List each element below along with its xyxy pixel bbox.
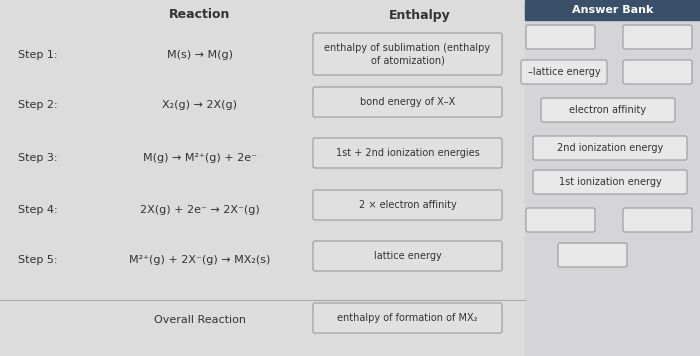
FancyBboxPatch shape [313, 190, 502, 220]
Text: M(g) → M²⁺(g) + 2e⁻: M(g) → M²⁺(g) + 2e⁻ [143, 153, 257, 163]
FancyBboxPatch shape [526, 25, 595, 49]
Text: electron affinity: electron affinity [569, 105, 647, 115]
Text: enthalpy of sublimation (enthalpy
of atomization): enthalpy of sublimation (enthalpy of ato… [324, 43, 491, 65]
Text: enthalpy of formation of MX₂: enthalpy of formation of MX₂ [337, 313, 477, 323]
Text: –lattice energy: –lattice energy [528, 67, 601, 77]
FancyBboxPatch shape [533, 136, 687, 160]
Text: Reaction: Reaction [169, 9, 231, 21]
Text: X₂(g) → 2X(g): X₂(g) → 2X(g) [162, 100, 237, 110]
FancyBboxPatch shape [623, 208, 692, 232]
Text: 1st + 2nd ionization energies: 1st + 2nd ionization energies [335, 148, 480, 158]
Text: Answer Bank: Answer Bank [572, 5, 653, 15]
Text: lattice energy: lattice energy [374, 251, 442, 261]
Text: Enthalpy: Enthalpy [389, 9, 451, 21]
FancyBboxPatch shape [558, 243, 627, 267]
Text: Step 3:: Step 3: [18, 153, 57, 163]
Text: 1st ionization energy: 1st ionization energy [559, 177, 662, 187]
Bar [525, 0, 700, 20]
Text: Overall Reaction: Overall Reaction [154, 315, 246, 325]
FancyBboxPatch shape [313, 138, 502, 168]
Text: Step 2:: Step 2: [18, 100, 57, 110]
Text: Step 5:: Step 5: [18, 255, 57, 265]
Text: 2X(g) + 2e⁻ → 2X⁻(g): 2X(g) + 2e⁻ → 2X⁻(g) [140, 205, 260, 215]
FancyBboxPatch shape [623, 60, 692, 84]
Text: bond energy of X–X: bond energy of X–X [360, 97, 455, 107]
Text: Step 4:: Step 4: [18, 205, 57, 215]
Text: M(s) → M(g): M(s) → M(g) [167, 50, 233, 60]
Text: 2nd ionization energy: 2nd ionization energy [557, 143, 663, 153]
FancyBboxPatch shape [313, 303, 502, 333]
FancyBboxPatch shape [526, 208, 595, 232]
FancyBboxPatch shape [313, 33, 502, 75]
FancyBboxPatch shape [623, 25, 692, 49]
Text: M²⁺(g) + 2X⁻(g) → MX₂(s): M²⁺(g) + 2X⁻(g) → MX₂(s) [130, 255, 271, 265]
FancyBboxPatch shape [541, 98, 675, 122]
FancyBboxPatch shape [313, 87, 502, 117]
Bar [525, 0, 700, 356]
FancyBboxPatch shape [533, 170, 687, 194]
Text: Step 1:: Step 1: [18, 50, 57, 60]
FancyBboxPatch shape [313, 241, 502, 271]
Text: 2 × electron affinity: 2 × electron affinity [358, 200, 456, 210]
FancyBboxPatch shape [521, 60, 607, 84]
